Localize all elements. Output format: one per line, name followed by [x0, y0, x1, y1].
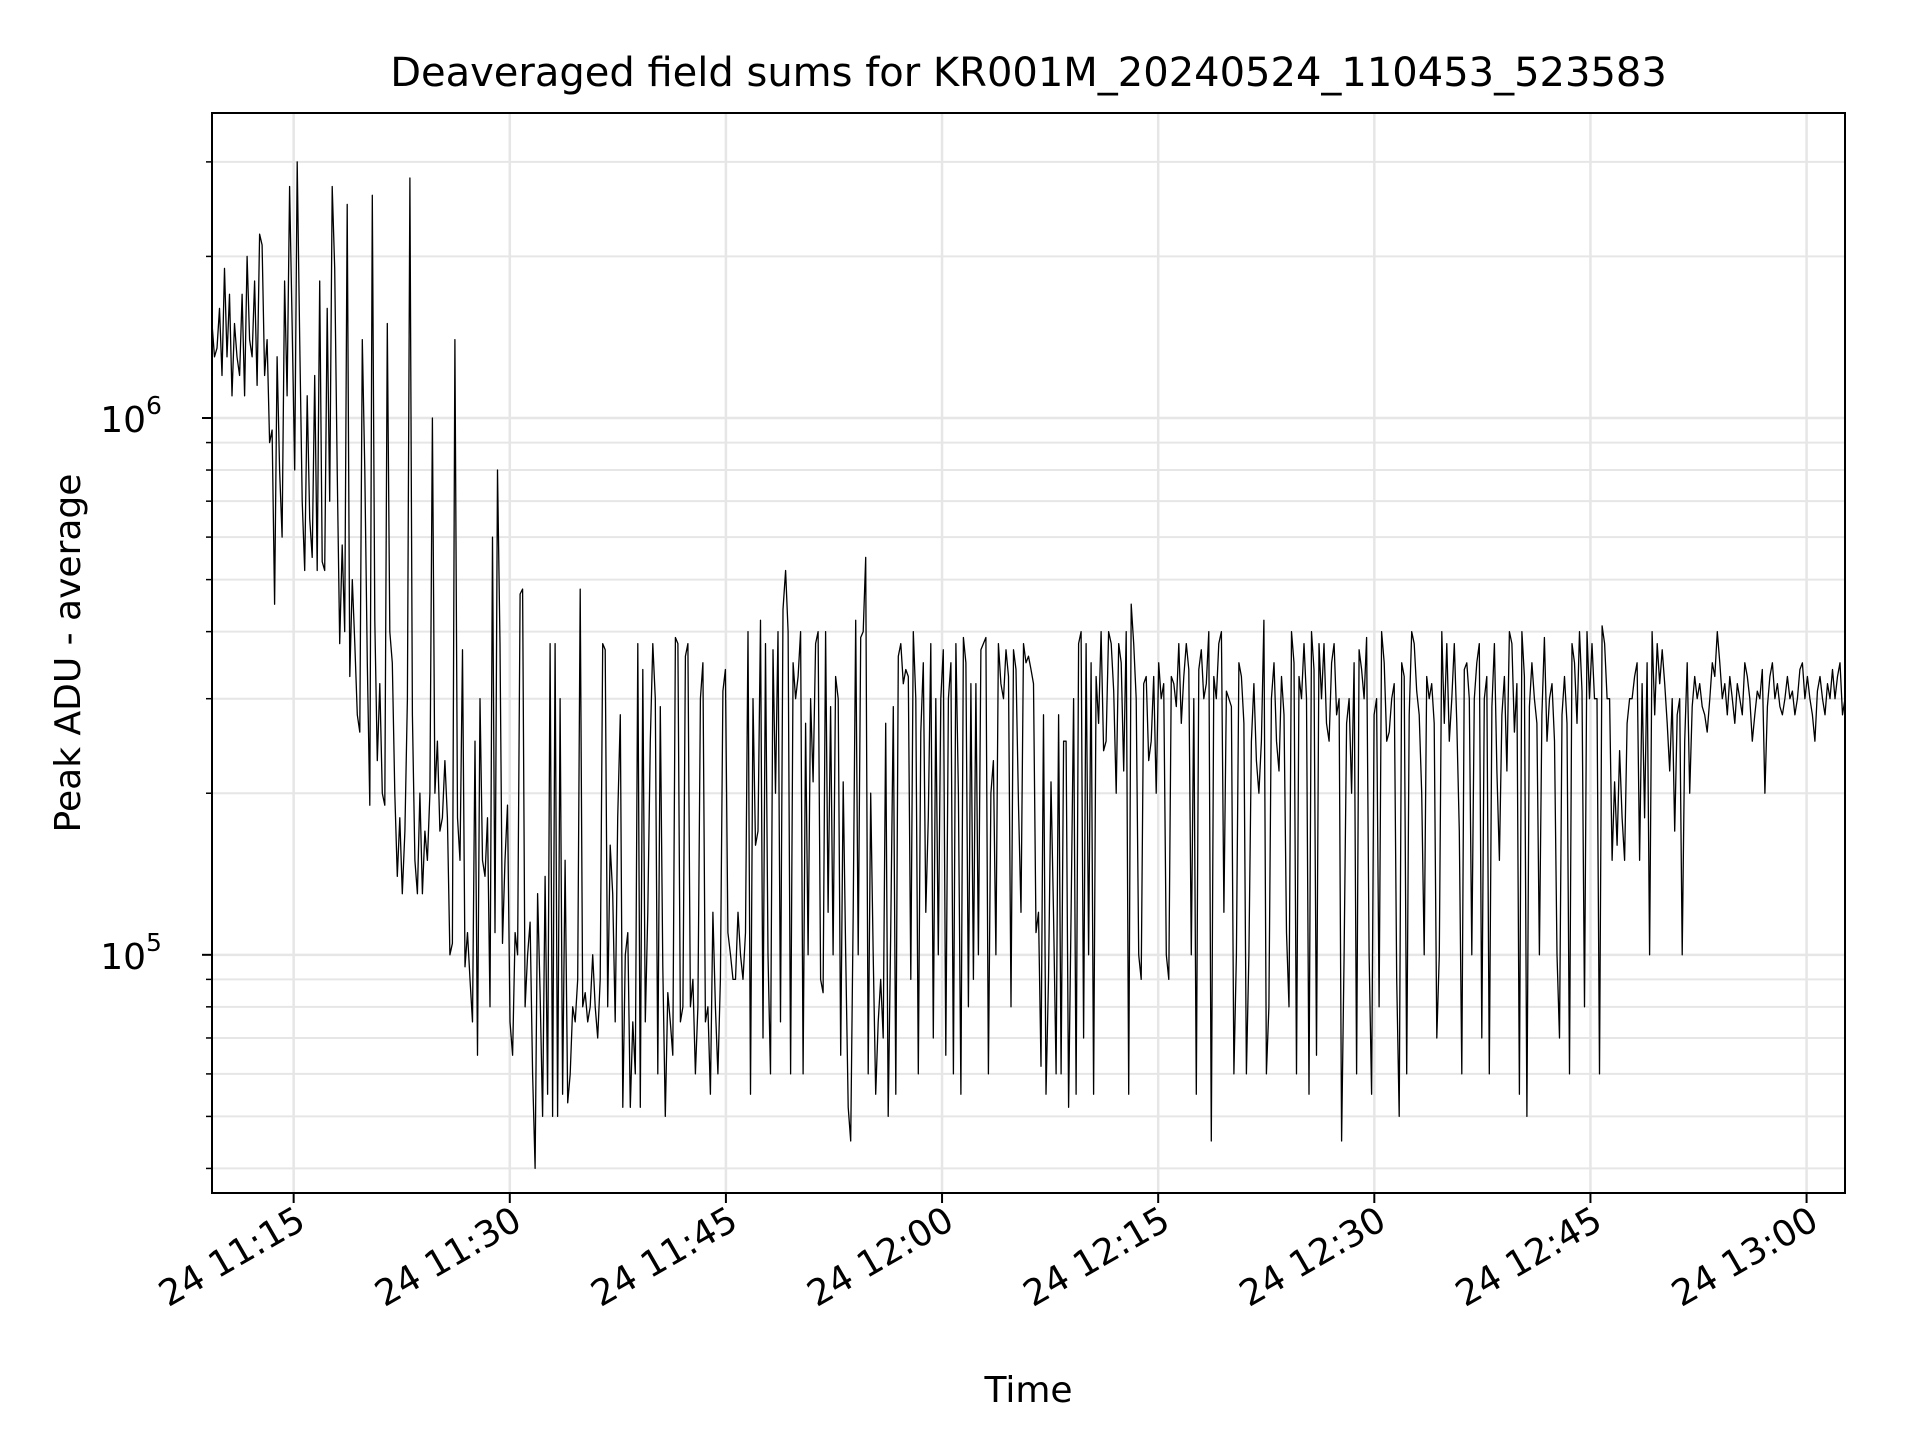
plot-frame: [211, 112, 1846, 1194]
y-tick-label-exponent: 5: [146, 928, 162, 957]
series-layer: [211, 161, 1846, 1170]
chart-title: Deaveraged field sums for KR001M_2024052…: [390, 50, 1667, 96]
y-axis-label: Peak ADU - average: [48, 474, 89, 833]
x-axis-label: Time: [983, 1370, 1072, 1411]
y-tick-label: 10: [100, 400, 146, 441]
series-line: [211, 161, 1846, 1170]
y-tick-label: 10: [100, 937, 146, 978]
y-tick-label-exponent: 6: [146, 391, 162, 420]
